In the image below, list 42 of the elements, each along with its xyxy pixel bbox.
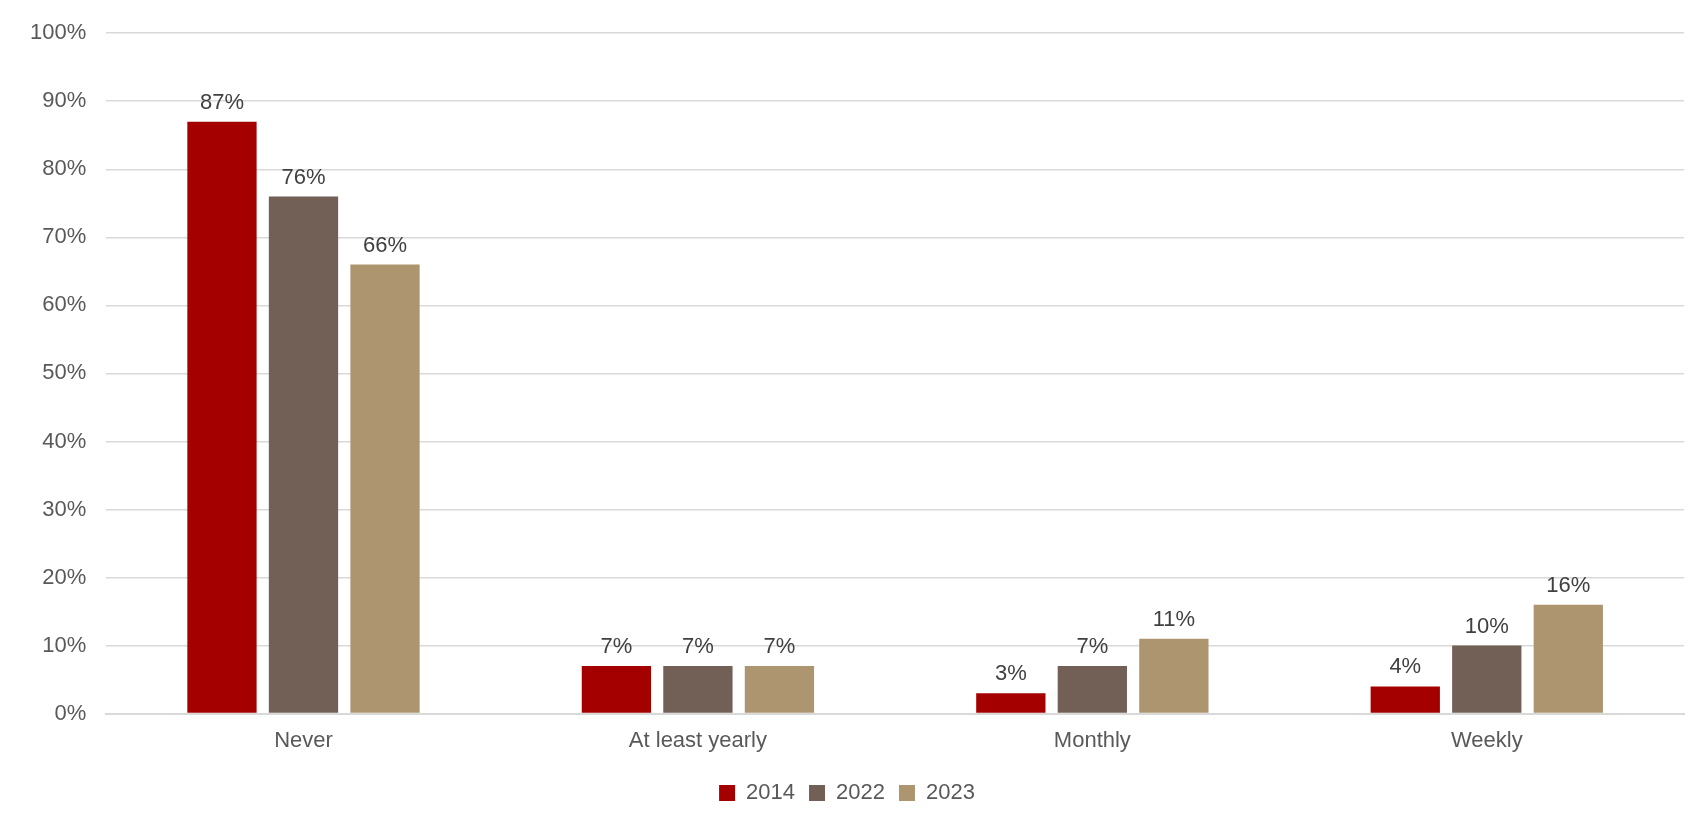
y-tick-label: 30% — [42, 495, 87, 521]
y-tick-label: 10% — [42, 631, 87, 657]
legend-label: 2022 — [836, 779, 885, 805]
bar — [663, 665, 733, 713]
legend-label: 2014 — [746, 779, 796, 805]
data-label: 76% — [281, 163, 326, 189]
y-tick-label: 90% — [42, 87, 87, 113]
bar — [1533, 604, 1603, 713]
data-label: 11% — [1152, 605, 1196, 631]
y-tick-label: 20% — [42, 563, 87, 589]
bar — [581, 665, 652, 713]
bar — [1139, 638, 1209, 713]
y-tick-label: 70% — [42, 223, 87, 249]
bar — [1370, 686, 1440, 713]
y-tick-label: 60% — [42, 291, 87, 317]
x-tick-label: Monthly — [1053, 726, 1131, 752]
y-tick-label: 50% — [42, 359, 87, 385]
bar — [268, 196, 339, 713]
bar — [187, 121, 257, 713]
data-label: 3% — [994, 660, 1027, 686]
data-label: 7% — [600, 633, 633, 659]
data-label: 16% — [1546, 571, 1591, 597]
data-label: 7% — [1076, 633, 1109, 659]
bar — [350, 264, 420, 713]
y-tick-label: 0% — [54, 699, 87, 725]
y-tick-label: 80% — [42, 155, 87, 181]
bar — [744, 665, 815, 713]
data-label: 10% — [1464, 612, 1509, 638]
legend-label: 2023 — [925, 779, 975, 805]
data-label: 66% — [362, 231, 408, 257]
x-tick-label: Never — [274, 726, 333, 752]
bar — [976, 693, 1046, 713]
bar — [1452, 645, 1522, 713]
data-label: 7% — [763, 633, 796, 659]
data-label: 4% — [1389, 653, 1422, 679]
y-tick-label: 100% — [29, 19, 87, 45]
y-tick-label: 40% — [42, 427, 87, 453]
x-tick-label: Weekly — [1450, 726, 1523, 752]
bar — [1057, 665, 1127, 713]
data-label: 7% — [682, 633, 714, 659]
x-tick-label: At least yearly — [628, 726, 767, 752]
data-label: 87% — [199, 88, 244, 114]
